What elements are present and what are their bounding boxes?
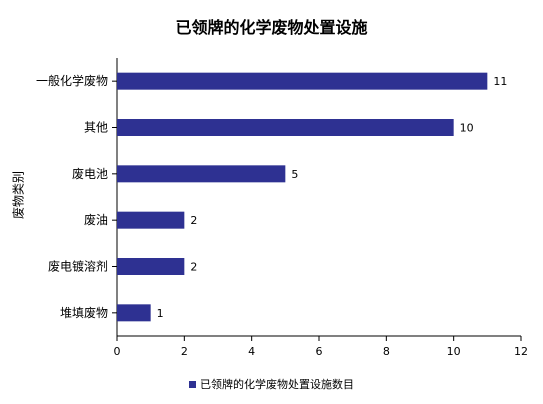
legend: 已领牌的化学废物处置设施数目 (0, 376, 543, 392)
y-tick-label: 堆填废物 (60, 305, 108, 320)
data-label: 5 (291, 168, 298, 181)
data-label: 2 (190, 261, 197, 274)
data-label: 11 (493, 75, 507, 88)
x-tick-label: 6 (316, 345, 323, 358)
bar (117, 258, 185, 275)
x-tick-label: 2 (181, 345, 188, 358)
chart-title: 已领牌的化学废物处置设施 (175, 18, 368, 37)
x-tick-label: 0 (114, 345, 121, 358)
data-label: 10 (460, 122, 474, 135)
bar (117, 72, 488, 90)
y-tick-label: 废电池 (72, 166, 108, 181)
bar (117, 304, 151, 322)
x-tick-label: 10 (447, 345, 461, 358)
x-tick-label: 4 (248, 345, 255, 358)
bar (117, 165, 286, 183)
y-tick-label: 一般化学废物 (36, 73, 108, 88)
x-tick-label: 12 (514, 345, 528, 358)
y-tick-label: 其他 (84, 121, 108, 135)
y-tick-label: 废油 (84, 212, 108, 227)
legend-swatch (189, 380, 196, 388)
legend-label: 已领牌的化学废物处置设施数目 (200, 378, 354, 391)
y-tick-label: 废电镀溶剂 (48, 259, 108, 274)
data-label: 2 (190, 214, 197, 227)
bar (117, 119, 454, 136)
bar (117, 211, 185, 229)
data-label: 1 (157, 307, 164, 320)
x-tick-label: 8 (383, 345, 390, 358)
